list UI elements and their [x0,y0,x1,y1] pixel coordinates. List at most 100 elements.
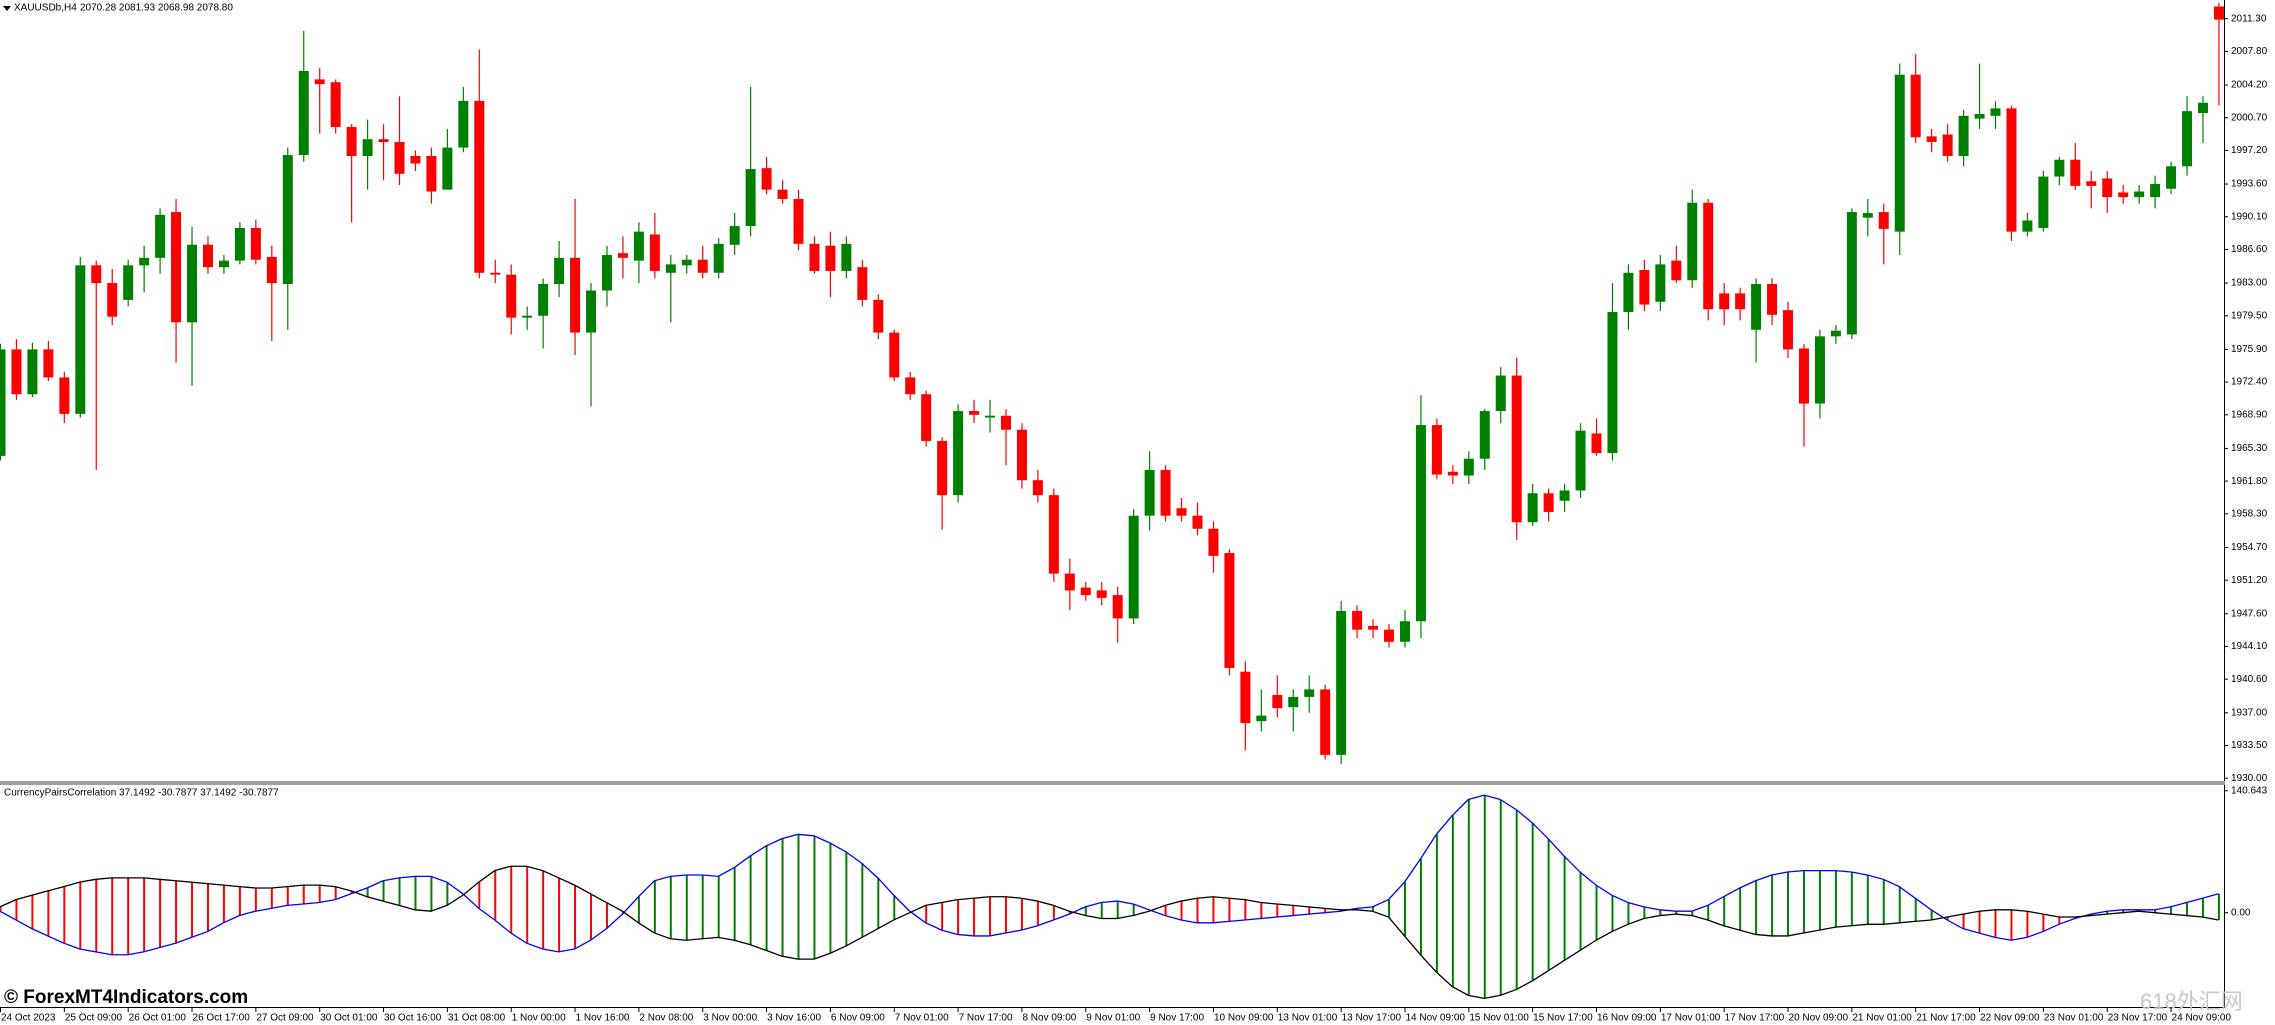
candle-body [1080,587,1091,596]
candle-body [2102,178,2113,198]
candle-body [1399,621,1410,642]
candle-body [442,147,453,190]
candle-body [1607,312,1618,454]
candle-body [1767,284,1778,315]
candle-body [953,411,964,496]
candle-body [1639,269,1650,305]
x-tick-label: 6 Nov 09:00 [831,1013,885,1024]
candle-body [2054,159,2065,177]
candle-body [1783,310,1794,350]
candle-body [2134,191,2145,198]
candle-body [570,257,581,333]
candle-body [2213,6,2224,20]
candle-body [506,274,517,318]
candle-body [1224,553,1235,668]
y-tick-label: 1990.10 [2231,211,2268,222]
candle-body [1479,411,1490,459]
candle-body [1463,458,1474,476]
candle-body [713,243,724,273]
candle-body [1144,469,1155,516]
indicator-title: CurrencyPairsCorrelation 37.1492 -30.787… [4,788,279,799]
candle-body [1846,212,1857,335]
indicator-line [0,865,2219,999]
candle-body [1288,696,1299,708]
x-tick-label: 14 Nov 09:00 [1405,1013,1465,1024]
candle-body [1543,493,1554,512]
candle-body [761,168,772,190]
candle-body [282,155,293,284]
candle-body [697,259,708,273]
candle-body [1192,515,1203,529]
candle-body [617,253,628,258]
candle-body [1926,136,1937,142]
candle-body [2022,220,2033,232]
candle-body [1128,515,1139,619]
x-tick-label: 7 Nov 17:00 [959,1013,1013,1024]
candle-body [873,299,884,333]
y-tick-label: 1937.00 [2231,707,2268,718]
candle-body [985,415,996,418]
candle-body [11,349,22,395]
candle-body [1304,689,1315,697]
candle-body [1431,425,1442,475]
candle-body [27,349,38,395]
candle-body [298,71,309,156]
candle-body [314,79,325,85]
x-tick-label: 1 Nov 16:00 [576,1013,630,1024]
collapse-icon [3,6,11,11]
candle-body [1687,202,1698,281]
candle-body [59,377,70,414]
chart-subtitle: 2070.28 2081.93 2068.98 2078.80 [80,3,233,14]
x-tick-label: 13 Nov 01:00 [1278,1013,1338,1024]
y-tick-label: 1975.90 [2231,344,2268,355]
candle-body [1735,293,1746,310]
y-tick-label: 1968.90 [2231,409,2268,420]
x-tick-label: 20 Nov 09:00 [1789,1013,1849,1024]
y-tick-label: 1958.30 [2231,508,2268,519]
candle-body [2150,184,2161,198]
y-tick-label: 1986.60 [2231,244,2268,255]
candle-body [346,127,357,157]
candle-body [1352,610,1363,630]
x-tick-label: 25 Oct 09:00 [65,1013,123,1024]
candle-body [2166,166,2177,189]
candle-body [107,283,118,317]
candle-body [330,82,341,128]
x-tick-label: 23 Nov 01:00 [2044,1013,2104,1024]
candle-body [1176,508,1187,516]
candle-body [554,257,565,284]
candle-body [171,212,182,323]
x-tick-label: 9 Nov 01:00 [1086,1013,1140,1024]
x-tick-label: 27 Oct 09:00 [256,1013,314,1024]
candle-body [75,265,86,414]
candle-body [1910,74,1921,138]
candle-body [841,243,852,271]
x-tick-label: 23 Nov 17:00 [2108,1013,2168,1024]
candle-body [2070,159,2081,186]
candle-body [889,332,900,378]
candle-body [1958,115,1969,157]
candle-body [187,244,198,323]
candle-body [1798,348,1809,404]
candle-body [1671,260,1682,281]
candle-body [410,156,421,164]
candle-body [793,198,804,244]
candle-body [458,100,469,148]
candle-body [1495,375,1506,412]
candle-body [1751,284,1762,330]
candle-body [1575,430,1586,491]
y-tick-label: 1993.60 [2231,179,2268,190]
x-tick-label: 21 Nov 01:00 [1852,1013,1912,1024]
candle-body [1256,715,1267,722]
candle-body [0,349,6,456]
candle-body [2006,108,2017,232]
x-tick-label: 13 Nov 17:00 [1342,1013,1402,1024]
x-tick-label: 3 Nov 00:00 [703,1013,757,1024]
candle-body [522,315,533,318]
candle-body [1032,480,1043,496]
candle-body [426,156,437,192]
y-tick-label: 1972.40 [2231,377,2268,388]
